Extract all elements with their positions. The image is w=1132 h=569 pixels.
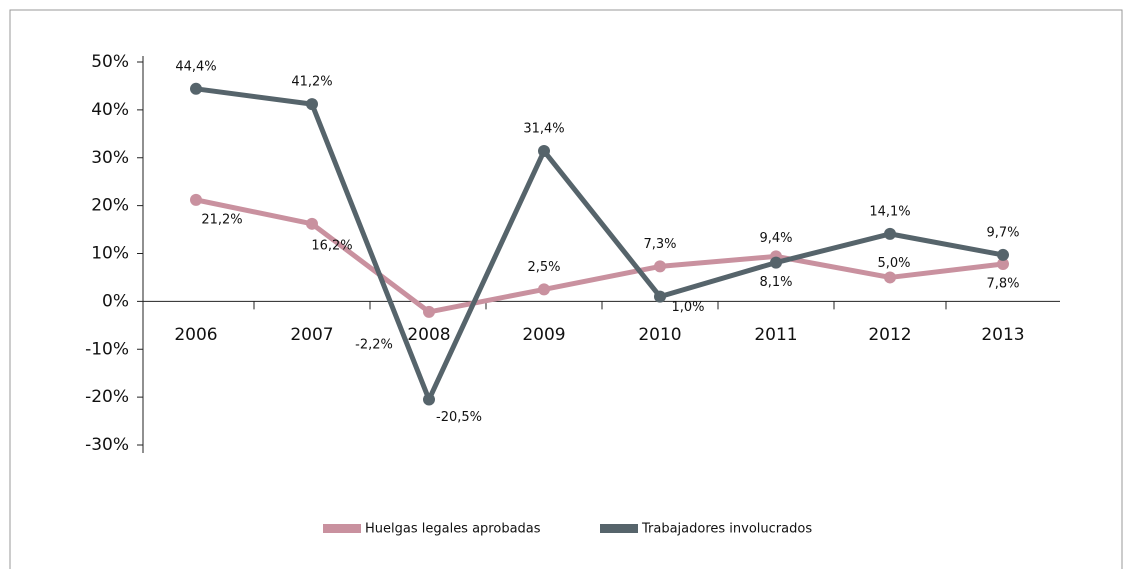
point <box>190 193 202 206</box>
series-line <box>195 197 1004 315</box>
x-tick-label: 2009 <box>522 325 565 345</box>
data-label: 31,4% <box>523 122 564 137</box>
x-tick-label: 2013 <box>981 325 1024 345</box>
point <box>997 258 1009 271</box>
data-label: 8,1% <box>759 275 792 290</box>
y-tick-label: 40% <box>91 100 129 120</box>
legend-swatch <box>600 524 638 533</box>
data-label: 16,2% <box>311 238 352 253</box>
legend-label: Trabajadores involucrados <box>641 522 812 537</box>
x-tick-label: 2008 <box>407 325 450 345</box>
y-tick-label: 20% <box>91 196 129 216</box>
y-tick-label: 0% <box>102 291 129 311</box>
data-label: 2,5% <box>527 260 560 275</box>
data-label: 21,2% <box>201 212 242 227</box>
legend-label: Huelgas legales aprobadas <box>365 522 541 537</box>
x-tick-label: 2012 <box>868 325 911 345</box>
point <box>884 227 896 240</box>
series-line <box>195 86 1004 403</box>
point <box>997 248 1009 261</box>
y-tick-label: 30% <box>91 148 129 168</box>
data-label: 1,0% <box>671 300 704 315</box>
point <box>306 217 318 230</box>
y-tick-label: -30% <box>85 435 129 455</box>
data-label: 7,8% <box>986 277 1019 292</box>
y-tick-label: 50% <box>91 52 129 72</box>
x-tick-label: 2007 <box>290 325 333 345</box>
x-tick-label: 2006 <box>174 325 217 345</box>
data-label: 9,4% <box>759 231 792 246</box>
y-tick-label: -10% <box>85 339 129 359</box>
frame <box>9 9 1123 569</box>
data-label: 5,0% <box>877 256 910 271</box>
point <box>884 271 896 284</box>
legend-swatch <box>323 524 361 533</box>
x-tick-label: 2010 <box>638 325 681 345</box>
y-tick-label: -20% <box>85 387 129 407</box>
x-tick-label: 2011 <box>754 325 797 345</box>
data-label: 14,1% <box>869 204 910 219</box>
data-label: -20,5% <box>436 410 482 425</box>
point <box>423 393 435 406</box>
point <box>423 305 435 318</box>
data-label: -2,2% <box>355 337 393 352</box>
point <box>538 283 550 296</box>
point <box>190 82 202 95</box>
point <box>654 260 666 273</box>
point <box>770 256 782 269</box>
point <box>654 290 666 303</box>
data-label: 9,7% <box>986 225 1019 240</box>
data-label: 41,2% <box>291 75 332 90</box>
data-label: 44,4% <box>175 59 216 74</box>
point <box>306 98 318 111</box>
point <box>538 145 550 158</box>
data-label: 7,3% <box>643 237 676 252</box>
y-tick-label: 10% <box>91 244 129 264</box>
